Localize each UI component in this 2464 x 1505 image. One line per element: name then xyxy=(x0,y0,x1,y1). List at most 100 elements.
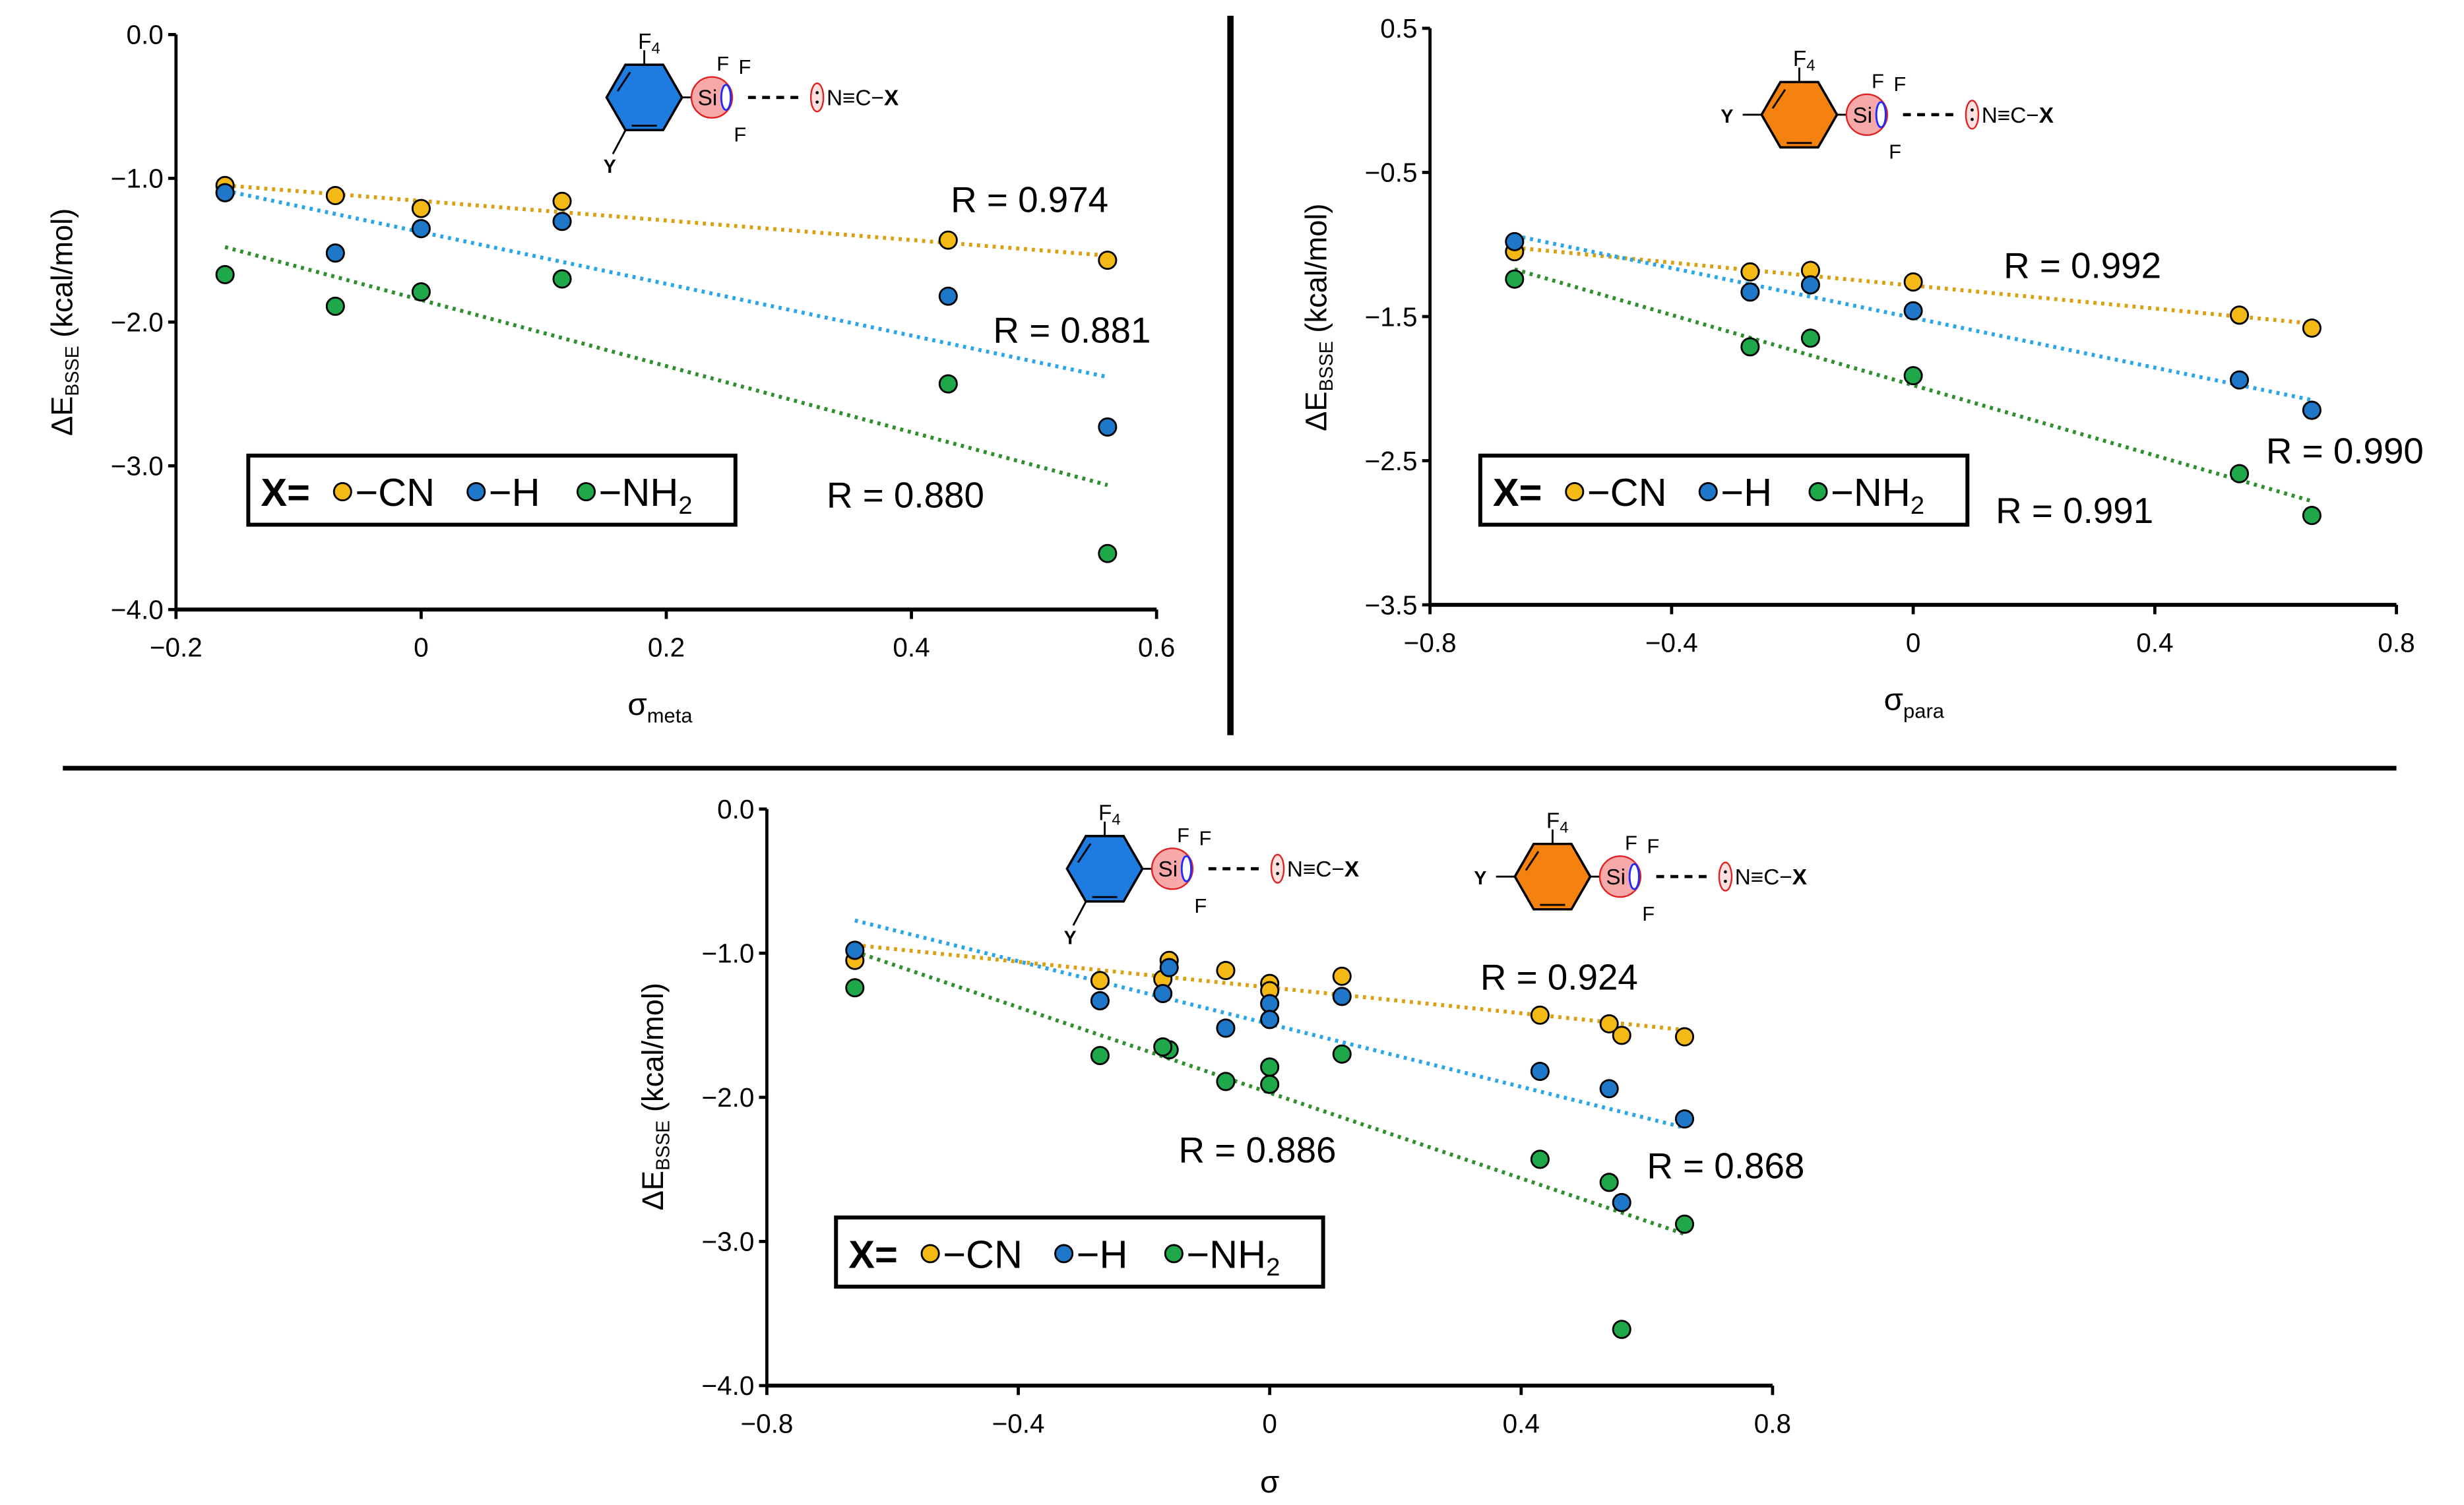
x-tick-label: −0.4 xyxy=(992,1408,1045,1438)
y-bond xyxy=(612,130,627,155)
legend-marker-nh2 xyxy=(1164,1244,1184,1264)
r-value-cn: R = 0.974 xyxy=(951,179,1108,220)
point-h xyxy=(1260,1010,1280,1029)
f-label: F xyxy=(1889,140,1901,164)
subscript: 4 xyxy=(1806,57,1815,75)
legend-label-h: −H xyxy=(489,470,540,514)
si-atom xyxy=(1845,93,1888,137)
y-tick-label: −2.0 xyxy=(111,307,164,338)
point-h xyxy=(1674,1109,1695,1129)
point-cn xyxy=(552,191,572,211)
point-nh2 xyxy=(2302,506,2322,526)
f-label: F xyxy=(1872,69,1884,92)
point-nh2 xyxy=(1332,1044,1352,1064)
point-cn xyxy=(2302,318,2322,338)
subscript: 2 xyxy=(1911,492,1924,520)
chart-1: 0.0 −1.0 −2.0 −3.0 −4.0 −0.2 0 0.2 0.4 0.6 σmeta ΔE… xyxy=(46,20,1176,727)
point-h xyxy=(2229,370,2250,390)
trendline-h xyxy=(224,189,1108,379)
f-label: F xyxy=(1199,827,1211,850)
legend-marker-nh2 xyxy=(576,482,596,502)
legend-box xyxy=(834,1215,1325,1289)
subscript: 4 xyxy=(1112,811,1120,829)
point-h xyxy=(411,219,431,239)
f-label: F xyxy=(716,52,729,75)
r-value-h: R = 0.868 xyxy=(1647,1146,1804,1186)
y-tick-label: 0.0 xyxy=(126,20,163,50)
dot xyxy=(815,91,819,94)
point-h xyxy=(1530,1061,1550,1082)
point-nh2 xyxy=(325,296,345,316)
double-bond xyxy=(1771,88,1786,109)
legend-label-h: −H xyxy=(1721,470,1772,514)
trendline-nh2 xyxy=(1513,267,2313,503)
benzene-ring xyxy=(605,63,683,132)
f-label: F xyxy=(734,123,746,146)
x-tick-label: 0 xyxy=(1906,628,1921,658)
si-atom xyxy=(1598,855,1642,898)
point-nh2 xyxy=(1505,269,1525,289)
point-cn xyxy=(1332,966,1352,986)
y-tick-label: −3.0 xyxy=(111,451,164,481)
y-axis-label-sub: BSSE xyxy=(653,1121,674,1171)
legend-prefix: X= xyxy=(1493,470,1542,514)
point-nh2 xyxy=(2229,464,2250,483)
legend-label-h: −H xyxy=(1077,1232,1128,1276)
f-label: F xyxy=(739,55,751,78)
point-cn xyxy=(1098,251,1118,270)
f4-label: F4 xyxy=(1546,809,1569,836)
si-label: Si xyxy=(1158,857,1178,882)
legend-box xyxy=(246,453,738,527)
y-axis-label-unit: (kcal/mol) xyxy=(636,983,670,1121)
si-label: Si xyxy=(698,86,718,111)
lone-pair xyxy=(1718,861,1733,892)
subscript: 2 xyxy=(1266,1254,1280,1281)
nitrile-label: N≡C−X xyxy=(1287,857,1359,882)
trendline-nh2 xyxy=(224,245,1108,487)
point-nh2 xyxy=(938,374,958,394)
f-label: F xyxy=(1647,834,1659,857)
trendline-h xyxy=(1514,233,2312,402)
dot xyxy=(815,100,819,104)
r-value-cn: R = 0.992 xyxy=(2004,245,2161,286)
legend-label-cn: −CN xyxy=(1587,470,1667,514)
y-tick-label: −0.5 xyxy=(1365,158,1418,188)
x-label: X xyxy=(1344,857,1359,882)
point-h xyxy=(1800,275,1820,295)
legend-label-nh2: −NH2 xyxy=(1186,1232,1280,1281)
x-axis-label: σmeta xyxy=(627,687,693,727)
y-axis-label: ΔEBSSE (kcal/mol) xyxy=(636,983,674,1210)
y-tick-label: −2.5 xyxy=(1365,446,1418,476)
r-value-nh2: R = 0.886 xyxy=(1179,1130,1337,1171)
y-axis-label-unit: (kcal/mol) xyxy=(1299,204,1333,342)
legend-box xyxy=(1478,453,1970,527)
point-cn xyxy=(1216,960,1236,981)
point-h xyxy=(1098,417,1118,437)
trendline-cn xyxy=(224,183,1108,258)
lone-pair xyxy=(1270,853,1285,884)
f-label: F xyxy=(1177,824,1189,847)
si-label: Si xyxy=(1606,865,1626,890)
point-cn xyxy=(1599,1014,1619,1033)
y-axis-label-unit: (kcal/mol) xyxy=(46,208,79,346)
x-tick-label: −0.4 xyxy=(1645,628,1698,658)
y-label: Y xyxy=(1721,106,1733,127)
legend: X= −CN −H −NH2 xyxy=(834,1215,1325,1289)
legend: X= −CN −H −NH2 xyxy=(246,453,738,527)
legend-marker-nh2 xyxy=(1808,482,1828,502)
f-label: F xyxy=(1625,832,1637,855)
x-tick-label: −0.8 xyxy=(740,1408,793,1438)
legend-label-cn: −CN xyxy=(943,1232,1023,1276)
point-cn xyxy=(1530,1005,1550,1025)
y-tick-label: −4.0 xyxy=(111,595,164,625)
point-nh2 xyxy=(1800,328,1820,348)
point-h xyxy=(552,212,572,231)
x-tick-label: 0.2 xyxy=(648,632,685,663)
x-axis-label-sub: meta xyxy=(647,704,693,727)
y-axis-label: ΔEBSSE (kcal/mol) xyxy=(46,208,84,436)
dot xyxy=(1971,117,1974,121)
point-cn xyxy=(325,185,345,206)
point-cn xyxy=(1740,262,1760,282)
